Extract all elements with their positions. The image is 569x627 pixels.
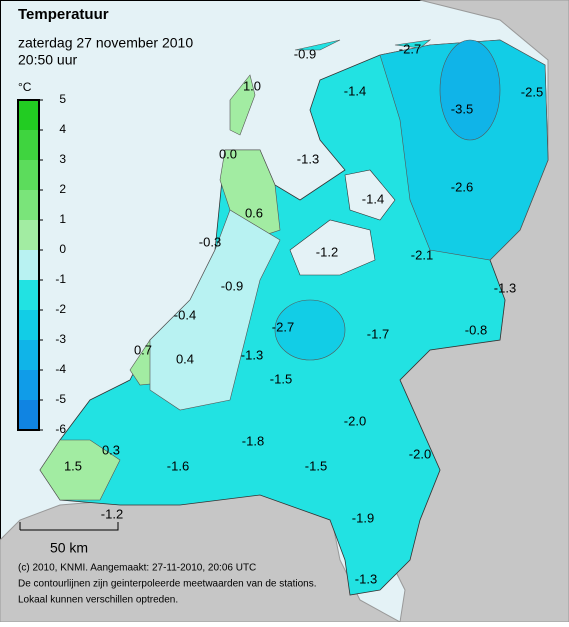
legend-color <box>18 160 39 190</box>
legend-tick-label: -4 <box>55 362 66 376</box>
legend-tick-label: 2 <box>59 182 66 196</box>
legend-color <box>18 280 39 310</box>
station-value: -3.5 <box>451 101 473 116</box>
station-value: 0.6 <box>245 205 263 220</box>
station-value: -1.3 <box>241 347 263 362</box>
station-value: -1.5 <box>270 371 292 386</box>
legend-color <box>18 250 39 280</box>
station-value: -0.9 <box>294 46 316 61</box>
station-value: -0.9 <box>221 278 243 293</box>
station-value: 0.3 <box>102 442 120 457</box>
legend-tick-label: 4 <box>59 122 66 136</box>
footer-line: De contourlijnen zijn geinterpoleerde me… <box>18 579 317 590</box>
legend: 5 4 3 2 1 0 -1 -2 -3 -4 -5 -6 <box>17 92 66 436</box>
legend-tick-label: -5 <box>55 392 66 406</box>
station-value: 0.7 <box>134 342 152 357</box>
legend-frame <box>17 99 40 431</box>
island <box>229 74 256 136</box>
station-value: -2.0 <box>409 446 431 461</box>
station-value: -2.5 <box>521 84 543 99</box>
station-value: -2.1 <box>411 247 433 262</box>
legend-color <box>18 370 39 400</box>
stations: -0.9 -2.7 1.0 -1.4 -3.5 -2.5 0.0 -1.3 -2.6 -1.4 0.… <box>64 41 543 586</box>
title: Temperatuur <box>18 6 109 23</box>
legend-color <box>18 310 39 340</box>
station-value: -1.9 <box>352 510 374 525</box>
legend-tick-label: 1 <box>59 212 66 226</box>
lake <box>344 169 396 221</box>
station-value: -1.5 <box>305 458 327 473</box>
legend-color <box>18 100 39 130</box>
station-value: -0.3 <box>199 234 221 249</box>
station-value: -2.0 <box>344 413 366 428</box>
station-value: -1.2 <box>101 506 123 521</box>
scale-bar <box>19 522 119 531</box>
legend-color <box>18 190 39 220</box>
legend-tick-label: -3 <box>55 332 66 346</box>
station-value: -1.6 <box>167 458 189 473</box>
footer-line: Lokaal kunnen verschillen optreden. <box>18 595 178 606</box>
station-value: -1.2 <box>316 244 338 259</box>
station-value: -1.3 <box>297 151 319 166</box>
scale-label: 50 km <box>50 540 88 556</box>
station-value: -2.6 <box>451 179 473 194</box>
legend-color <box>18 400 39 430</box>
station-value: -1.8 <box>242 433 264 448</box>
time: 20:50 uur <box>18 52 77 68</box>
station-value: -1.3 <box>355 571 377 586</box>
legend-color <box>18 130 39 160</box>
legend-color <box>18 220 39 250</box>
station-value: -2.7 <box>399 41 421 56</box>
coldest-region <box>439 39 501 141</box>
legend-tick-label: -1 <box>55 272 66 286</box>
date: zaterdag 27 november 2010 <box>18 35 193 51</box>
legend-tick-label: 5 <box>59 92 66 106</box>
legend-tick-label: 3 <box>59 152 66 166</box>
island <box>294 39 432 51</box>
station-value: 0.0 <box>219 146 237 161</box>
legend-tick-label: -6 <box>55 422 66 436</box>
warm-region <box>39 439 121 501</box>
station-value: 1.5 <box>64 458 82 473</box>
footer: (c) 2010, KNMI. Aangemaakt: 27-11-2010, … <box>18 563 317 606</box>
station-value: -1.3 <box>494 280 516 295</box>
legend-unit: °C <box>18 80 32 94</box>
legend-tick-label: 0 <box>59 242 66 256</box>
station-value: 1.0 <box>243 78 261 93</box>
mild-region <box>149 209 281 411</box>
footer-line: (c) 2010, KNMI. Aangemaakt: 27-11-2010, … <box>18 563 256 574</box>
station-value: -0.4 <box>174 307 196 322</box>
cold-region <box>274 299 346 361</box>
station-value: -1.4 <box>344 83 366 98</box>
lake <box>289 219 376 276</box>
station-value: -1.7 <box>367 326 389 341</box>
station-value: -0.8 <box>465 322 487 337</box>
station-value: 0.4 <box>176 351 194 366</box>
station-value: -1.4 <box>362 191 384 206</box>
legend-color <box>18 340 39 370</box>
station-value: -2.7 <box>272 319 294 334</box>
legend-tick-label: -2 <box>55 302 66 316</box>
